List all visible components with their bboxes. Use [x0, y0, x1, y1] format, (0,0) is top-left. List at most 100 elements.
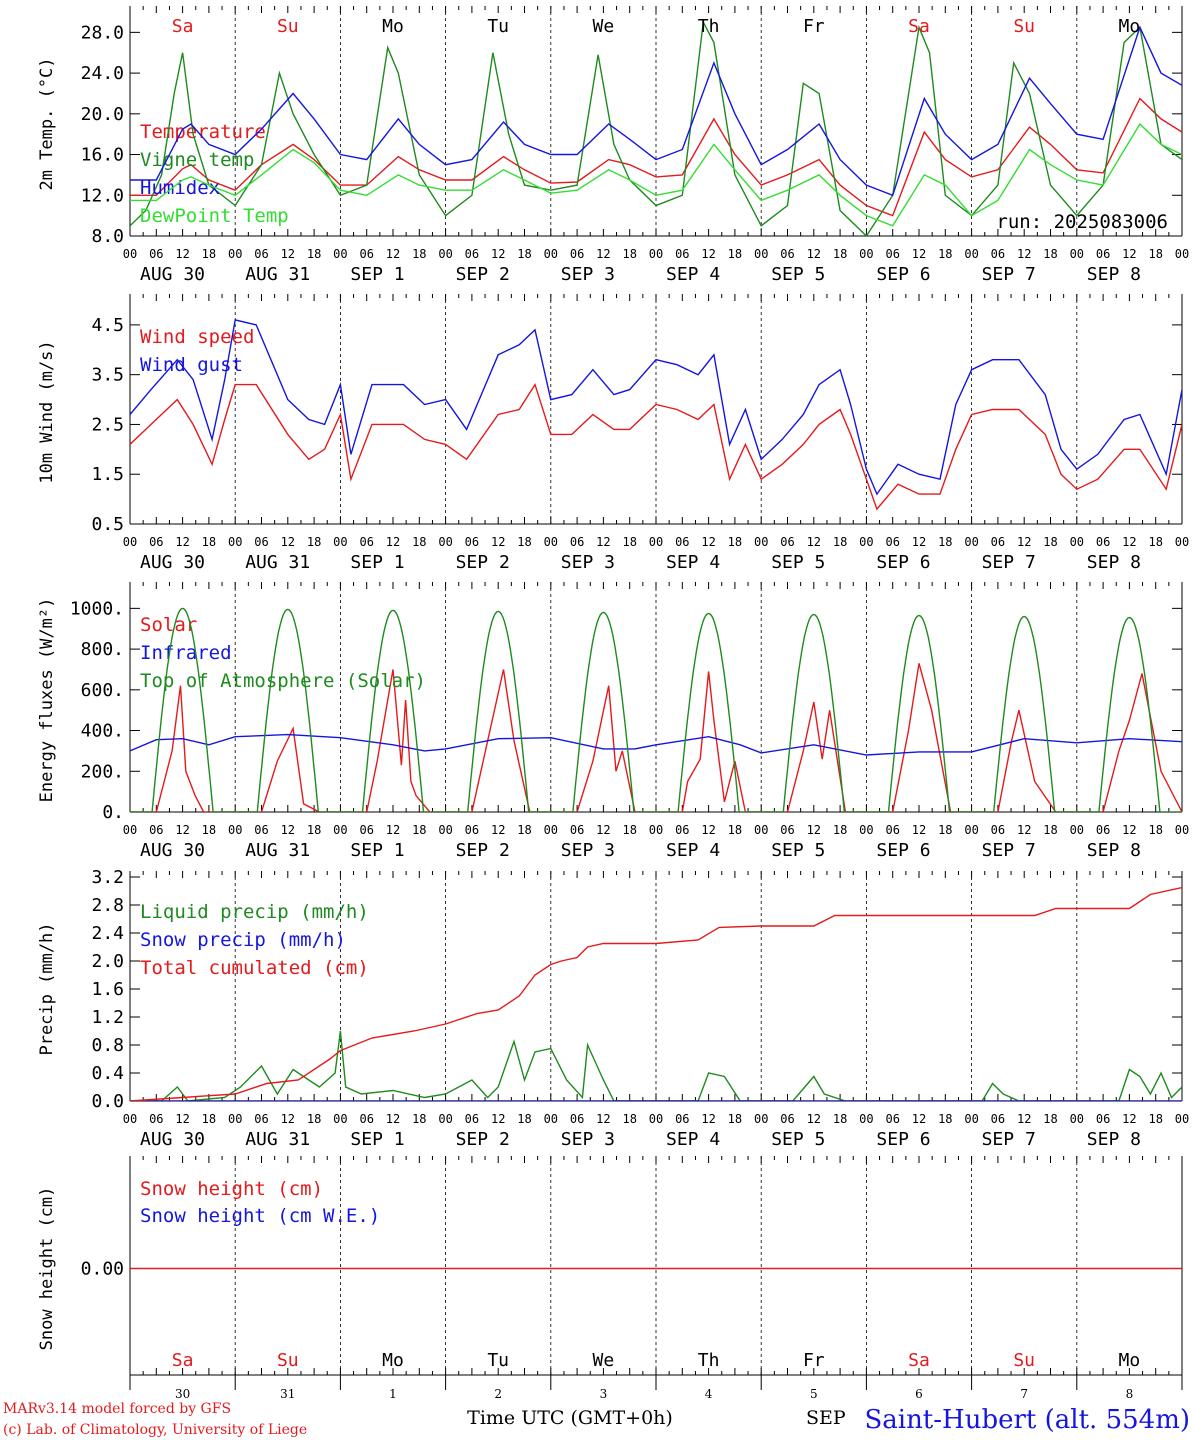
hour-tick-label: 00	[859, 823, 873, 837]
hour-tick-label: 06	[359, 535, 373, 549]
hour-tick-label: 12	[1122, 247, 1136, 261]
hour-tick-label: 00	[544, 823, 558, 837]
date-label: SEP 8	[1087, 840, 1141, 861]
hour-tick-label: 12	[281, 1112, 295, 1126]
hour-tick-label: 12	[386, 247, 400, 261]
hour-tick-label: 18	[938, 1112, 952, 1126]
hour-tick-label: 18	[728, 247, 742, 261]
date-label: AUG 30	[140, 1129, 205, 1150]
hour-tick-label: 06	[780, 823, 794, 837]
hour-tick-label: 12	[175, 823, 189, 837]
series-line-1	[130, 382, 1182, 511]
date-label: SEP 7	[982, 552, 1036, 573]
hour-tick-label: 00	[754, 823, 768, 837]
hour-tick-label: 06	[991, 1112, 1005, 1126]
hour-tick-label: 06	[1096, 535, 1110, 549]
hour-tick-label: 06	[359, 1112, 373, 1126]
hour-tick-label: 00	[123, 823, 137, 837]
hour-tick-label: 06	[465, 247, 479, 261]
date-label: SEP 1	[350, 264, 404, 285]
hour-tick-label: 12	[491, 247, 505, 261]
day-of-week-label: Tu	[487, 16, 509, 37]
y-tick-label: 1.5	[91, 464, 124, 485]
hour-tick-label: 12	[912, 823, 926, 837]
date-label: SEP 7	[982, 1129, 1036, 1150]
date-label: SEP 3	[561, 264, 615, 285]
day-of-week-label: Sa	[908, 16, 930, 37]
hour-tick-label: 06	[885, 823, 899, 837]
hour-tick-label: 00	[1175, 535, 1189, 549]
hour-tick-label: 06	[465, 535, 479, 549]
hour-tick-label: 00	[438, 247, 452, 261]
hour-tick-label: 00	[964, 1112, 978, 1126]
y-axis-title: 2m Temp. (°C)	[37, 57, 57, 190]
y-tick-label: 0.00	[81, 1259, 124, 1280]
station-name: Saint-Hubert (alt. 554m)	[864, 1405, 1190, 1435]
date-label: SEP 1	[350, 840, 404, 861]
hour-tick-label: 00	[544, 535, 558, 549]
hour-tick-label: 18	[622, 535, 636, 549]
hour-tick-label: 18	[1148, 1112, 1162, 1126]
day-of-week-label: Th	[698, 1350, 720, 1371]
hour-tick-label: 06	[254, 1112, 268, 1126]
hour-tick-label: 18	[938, 823, 952, 837]
hour-tick-label: 00	[333, 1112, 347, 1126]
hour-tick-label: 18	[517, 247, 531, 261]
hour-tick-label: 12	[807, 823, 821, 837]
date-label: SEP 8	[1087, 1129, 1141, 1150]
date-label: SEP 5	[771, 552, 825, 573]
day-of-week-label: Su	[277, 1350, 299, 1371]
series-line-4	[130, 122, 1182, 227]
day-number-label: 30	[175, 1387, 190, 1401]
day-number-label: 4	[705, 1387, 713, 1401]
hour-tick-label: 06	[991, 247, 1005, 261]
date-label: SEP 8	[1087, 264, 1141, 285]
y-tick-label: 3.2	[91, 867, 124, 888]
hour-tick-label: 00	[754, 1112, 768, 1126]
hour-tick-label: 00	[859, 535, 873, 549]
legend-entry: Solar	[140, 614, 197, 636]
hour-tick-label: 18	[1043, 247, 1057, 261]
y-tick-label: 8.0	[91, 226, 124, 247]
hour-tick-label: 12	[912, 247, 926, 261]
hour-tick-label: 18	[1148, 823, 1162, 837]
hour-tick-label: 12	[386, 1112, 400, 1126]
y-tick-label: 1000.	[70, 598, 124, 619]
hour-tick-label: 18	[622, 1112, 636, 1126]
day-number-label: 6	[915, 1387, 923, 1401]
series-line-3	[130, 886, 1182, 1101]
date-label: SEP 4	[666, 1129, 720, 1150]
date-label: SEP 7	[982, 840, 1036, 861]
day-number-label: 31	[280, 1387, 295, 1401]
series-line-2	[130, 319, 1182, 496]
date-label: SEP 3	[561, 552, 615, 573]
hour-tick-label: 18	[517, 1112, 531, 1126]
hour-tick-label: 00	[438, 535, 452, 549]
hour-tick-label: 18	[728, 823, 742, 837]
y-tick-label: 600.	[81, 680, 124, 701]
hour-tick-label: 12	[281, 823, 295, 837]
hour-tick-label: 12	[491, 535, 505, 549]
date-label: SEP 4	[666, 264, 720, 285]
hour-tick-label: 00	[964, 247, 978, 261]
date-label: SEP 7	[982, 264, 1036, 285]
hour-tick-label: 12	[701, 247, 715, 261]
hour-tick-label: 00	[754, 535, 768, 549]
hour-tick-label: 06	[465, 1112, 479, 1126]
hour-tick-label: 06	[254, 823, 268, 837]
y-tick-label: 0.0	[91, 1091, 124, 1112]
date-label: AUG 31	[245, 840, 310, 861]
date-label: SEP 4	[666, 552, 720, 573]
y-tick-label: 0.4	[91, 1063, 124, 1084]
hour-tick-label: 00	[1175, 247, 1189, 261]
hour-tick-label: 18	[833, 247, 847, 261]
hour-tick-label: 06	[149, 823, 163, 837]
date-label: SEP 2	[456, 1129, 510, 1150]
date-label: SEP 6	[876, 552, 930, 573]
hour-tick-label: 00	[649, 823, 663, 837]
date-label: SEP 6	[876, 1129, 930, 1150]
hour-tick-label: 12	[175, 247, 189, 261]
hour-tick-label: 06	[675, 823, 689, 837]
